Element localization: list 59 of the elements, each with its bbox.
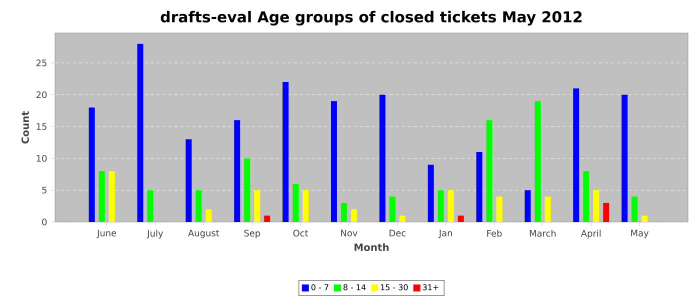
bar bbox=[448, 190, 454, 222]
bar bbox=[196, 190, 202, 222]
y-axis-title: Count bbox=[21, 111, 29, 144]
bar bbox=[476, 152, 482, 222]
x-tick-label: Sep bbox=[244, 230, 260, 238]
bar bbox=[302, 190, 309, 222]
bar bbox=[264, 216, 270, 222]
chart-title: drafts-eval Age groups of closed tickets May 2012 bbox=[160, 10, 582, 26]
bar bbox=[137, 44, 144, 222]
x-tick-label: July bbox=[146, 230, 164, 238]
bar bbox=[524, 190, 531, 222]
bar bbox=[583, 171, 590, 222]
x-axis-title: Month bbox=[354, 243, 389, 251]
bar bbox=[438, 190, 444, 222]
bar bbox=[98, 171, 105, 222]
bar bbox=[544, 196, 551, 222]
bar bbox=[350, 209, 357, 222]
bar bbox=[622, 94, 628, 222]
bar bbox=[593, 190, 600, 222]
bar bbox=[108, 171, 115, 222]
bar bbox=[642, 216, 648, 222]
y-tick-label: 15 bbox=[36, 123, 46, 130]
bar bbox=[234, 120, 240, 222]
bar bbox=[292, 184, 299, 222]
bar bbox=[282, 82, 289, 222]
bar bbox=[244, 158, 250, 222]
bar bbox=[254, 190, 260, 222]
x-tick-label: March bbox=[530, 230, 556, 237]
y-tick-label: 20 bbox=[36, 91, 47, 98]
bar bbox=[206, 209, 212, 222]
x-tick-label: Oct bbox=[293, 230, 308, 237]
bar bbox=[428, 164, 434, 222]
bar bbox=[399, 216, 406, 222]
bar bbox=[534, 101, 541, 222]
x-tick-label: May bbox=[631, 230, 649, 238]
bar bbox=[186, 139, 192, 222]
bar bbox=[340, 202, 347, 222]
bar bbox=[330, 101, 337, 222]
bar bbox=[486, 120, 492, 222]
y-tick-label: 5 bbox=[42, 186, 46, 194]
x-tick-label: Jan bbox=[438, 230, 452, 238]
bar bbox=[573, 88, 580, 222]
x-tick-label: Dec bbox=[390, 230, 406, 236]
y-tick-label: 0 bbox=[42, 218, 47, 226]
y-tick-label: 25 bbox=[36, 60, 46, 66]
x-tick-label: Feb bbox=[487, 230, 502, 237]
x-tick-label: August bbox=[188, 230, 220, 238]
bar bbox=[88, 107, 95, 222]
bar bbox=[389, 196, 396, 222]
y-tick-label: 10 bbox=[36, 154, 47, 162]
x-tick-label: April bbox=[580, 230, 601, 238]
x-tick-label: Nov bbox=[341, 230, 358, 236]
bar bbox=[458, 216, 464, 222]
bar bbox=[632, 196, 638, 222]
bar bbox=[603, 202, 610, 222]
bar bbox=[496, 196, 502, 222]
bar bbox=[379, 94, 386, 222]
bar bbox=[147, 190, 154, 222]
x-tick-label: June bbox=[96, 230, 116, 238]
